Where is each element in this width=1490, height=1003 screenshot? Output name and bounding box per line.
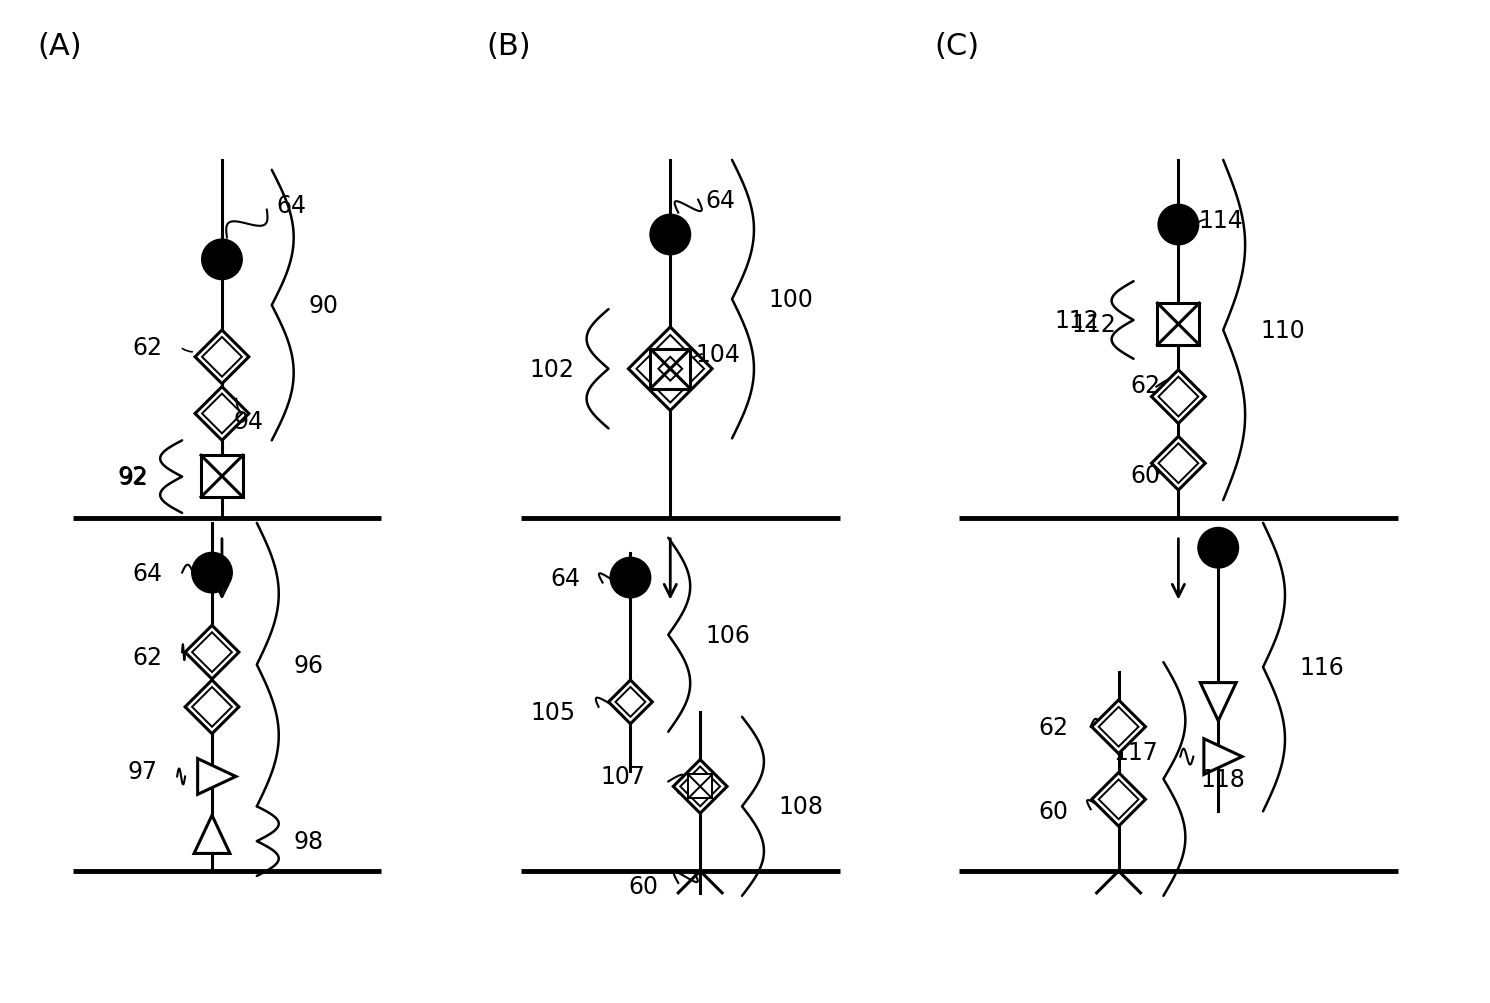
Bar <box>1158 304 1199 345</box>
Text: (B): (B) <box>486 31 530 60</box>
Text: 107: 107 <box>600 764 645 788</box>
Polygon shape <box>195 387 249 441</box>
Text: (A): (A) <box>37 31 82 60</box>
Text: 97: 97 <box>127 759 158 783</box>
Polygon shape <box>1098 779 1138 819</box>
Polygon shape <box>203 394 241 434</box>
Polygon shape <box>1158 444 1198 483</box>
Text: 114: 114 <box>1198 209 1243 233</box>
Text: 102: 102 <box>530 357 575 381</box>
Polygon shape <box>198 759 235 794</box>
Text: 64: 64 <box>551 566 581 590</box>
Circle shape <box>611 558 650 598</box>
Text: 60: 60 <box>629 874 659 898</box>
Text: 92: 92 <box>118 464 148 488</box>
Text: 62: 62 <box>133 336 162 359</box>
Text: 64: 64 <box>133 561 162 585</box>
Text: 104: 104 <box>696 342 741 366</box>
Circle shape <box>192 554 232 593</box>
Text: 100: 100 <box>769 288 814 312</box>
Text: 62: 62 <box>133 646 162 669</box>
Polygon shape <box>636 336 705 403</box>
Text: 98: 98 <box>294 829 323 854</box>
Polygon shape <box>608 680 653 724</box>
Polygon shape <box>192 633 232 672</box>
Circle shape <box>1198 529 1238 568</box>
Polygon shape <box>192 687 232 727</box>
Circle shape <box>650 216 690 255</box>
Text: 116: 116 <box>1299 655 1344 679</box>
Polygon shape <box>681 766 720 806</box>
Polygon shape <box>1098 707 1138 747</box>
Text: 110: 110 <box>1261 319 1305 343</box>
Polygon shape <box>615 687 645 717</box>
Text: 96: 96 <box>294 653 323 677</box>
Circle shape <box>203 240 241 280</box>
Text: 62: 62 <box>1131 373 1161 397</box>
Text: 62: 62 <box>1039 715 1068 739</box>
Text: 112: 112 <box>1055 309 1100 333</box>
Bar <box>201 455 243 497</box>
Text: 60: 60 <box>1039 799 1068 823</box>
Text: 118: 118 <box>1201 767 1246 791</box>
Text: 60: 60 <box>1131 463 1161 487</box>
Text: 94: 94 <box>234 410 264 434</box>
Polygon shape <box>1201 683 1237 721</box>
Text: 64: 64 <box>705 189 735 213</box>
Text: (C): (C) <box>934 31 979 60</box>
Text: 106: 106 <box>705 623 749 647</box>
Text: 92: 92 <box>118 465 148 489</box>
Text: 90: 90 <box>308 294 338 318</box>
Polygon shape <box>185 626 238 679</box>
Polygon shape <box>1092 772 1146 826</box>
Polygon shape <box>1204 739 1243 774</box>
Text: 108: 108 <box>779 794 824 818</box>
Polygon shape <box>203 338 241 377</box>
Text: 117: 117 <box>1113 740 1158 764</box>
Polygon shape <box>1092 700 1146 754</box>
Circle shape <box>1158 206 1198 245</box>
Text: 105: 105 <box>530 700 575 724</box>
Polygon shape <box>185 680 238 734</box>
Polygon shape <box>195 331 249 384</box>
Polygon shape <box>1158 377 1198 417</box>
Polygon shape <box>659 357 682 381</box>
Polygon shape <box>1152 370 1205 424</box>
Bar <box>688 774 712 798</box>
Polygon shape <box>673 760 727 813</box>
Text: 64: 64 <box>277 194 307 218</box>
Polygon shape <box>1152 437 1205 490</box>
Polygon shape <box>629 328 712 411</box>
Polygon shape <box>194 815 229 854</box>
Bar <box>650 349 690 389</box>
Text: 112: 112 <box>1071 313 1116 337</box>
